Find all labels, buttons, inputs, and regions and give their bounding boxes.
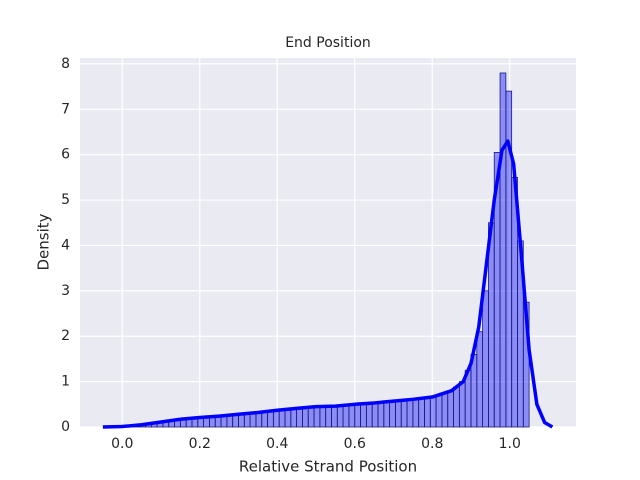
y-tick-label: 8 (61, 56, 70, 72)
x-tick-label: 0.8 (421, 436, 443, 452)
histogram-bar (307, 406, 315, 428)
histogram-bar (302, 406, 309, 428)
histogram-bar (296, 407, 303, 428)
histogram-bar (365, 402, 373, 428)
x-tick-label: 0.2 (189, 436, 211, 452)
y-tick-label: 5 (61, 192, 70, 208)
x-tick-label: 0.4 (266, 436, 288, 452)
histogram-bar (400, 399, 408, 428)
x-tick-label: 0.0 (111, 436, 133, 452)
histogram-bar (284, 408, 292, 428)
histogram-bar (319, 405, 327, 428)
x-tick-label: 0.6 (344, 436, 366, 452)
y-tick-label: 4 (61, 237, 70, 253)
histogram-bar (482, 290, 489, 428)
y-tick-label: 6 (61, 147, 70, 163)
histogram-bar (290, 408, 298, 428)
histogram-bar (272, 409, 280, 428)
plot-area (80, 58, 576, 427)
histogram-bar (458, 381, 466, 428)
histogram-bar (441, 392, 449, 428)
histogram-bar (453, 386, 460, 428)
histogram-bar (360, 402, 367, 428)
histogram-bar (336, 404, 344, 428)
y-tick-label: 3 (61, 283, 70, 299)
histogram-bar (412, 398, 420, 428)
histogram-bar (424, 396, 431, 428)
histogram-bar (278, 409, 286, 428)
histogram-bar (389, 400, 396, 428)
density-line (102, 139, 554, 429)
histogram-bar (418, 397, 425, 428)
x-axis-label: Relative Strand Position (239, 458, 417, 476)
histogram-bar (377, 401, 385, 428)
y-tick-label: 7 (61, 101, 70, 117)
histogram-bar (395, 399, 402, 428)
histogram-bar (354, 402, 361, 428)
y-tick-label: 1 (61, 374, 70, 390)
histogram-bar (429, 395, 437, 428)
y-tick-label: 2 (61, 328, 70, 344)
x-tick-label: 1.0 (499, 436, 521, 452)
histogram-bar (383, 400, 391, 428)
y-tick-label: 0 (61, 419, 70, 435)
histogram-bar (342, 403, 350, 428)
histogram-bar (499, 72, 507, 428)
histogram-bar (325, 405, 332, 428)
histogram-bar (435, 394, 443, 428)
histogram-bar (331, 405, 338, 428)
chart-title: End Position (285, 35, 371, 51)
histogram-bar (476, 331, 484, 428)
histogram-bar (313, 406, 321, 428)
histogram-bar (406, 398, 414, 428)
histogram-bar (447, 390, 454, 428)
histogram-bar (348, 403, 356, 428)
histogram-bar (371, 401, 379, 428)
y-axis-label: Density (35, 213, 53, 270)
